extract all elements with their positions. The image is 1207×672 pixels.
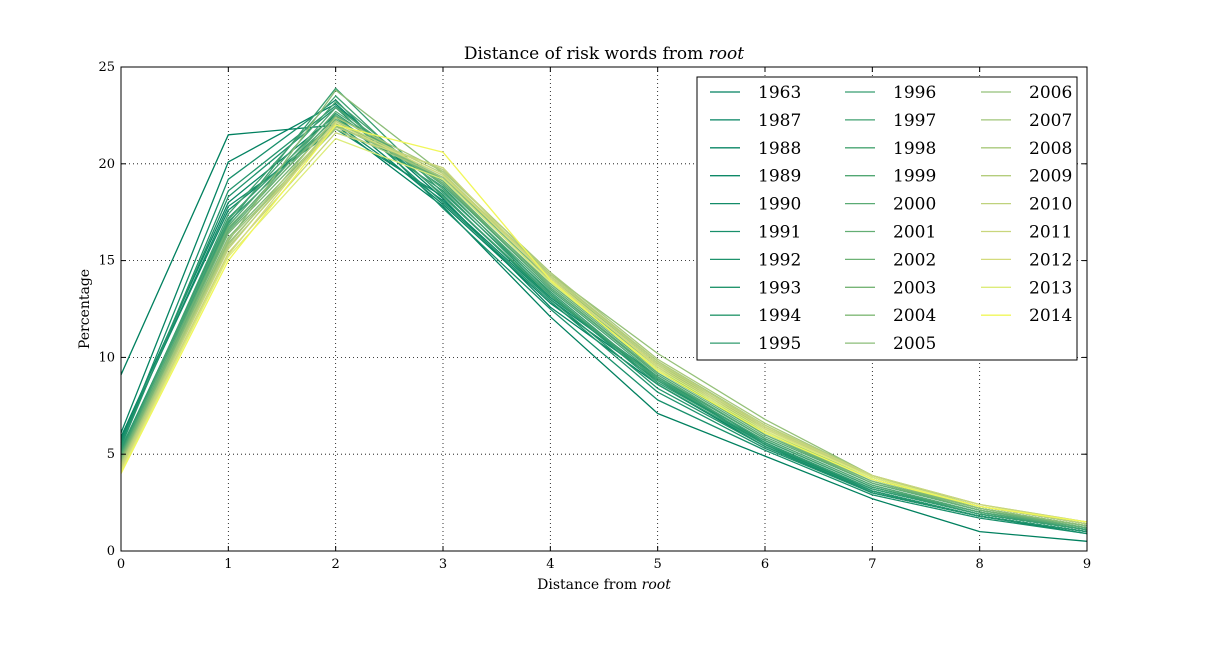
legend-label-1994: 1994 <box>758 306 801 326</box>
x-axis: 0 1 2 3 4 5 6 7 8 9 <box>117 67 1091 572</box>
y-tick-label: 10 <box>98 350 115 365</box>
legend-label-2007: 2007 <box>1029 111 1072 131</box>
x-tick-label: 4 <box>546 557 554 572</box>
x-tick-label: 3 <box>439 557 447 572</box>
y-tick-label: 25 <box>98 60 115 75</box>
legend-label-2013: 2013 <box>1029 278 1072 298</box>
legend: 1963 1987 1988 1989 1990 1991 1992 1993 1994 1995… <box>696 76 1078 361</box>
legend-label-1999: 1999 <box>893 167 936 187</box>
y-axis-label: Percentage <box>77 269 93 349</box>
x-axis-label: Distance from root <box>537 577 671 593</box>
legend-label-2010: 2010 <box>1029 195 1072 215</box>
legend-label-2011: 2011 <box>1029 223 1072 243</box>
legend-label-1993: 1993 <box>758 278 801 298</box>
legend-label-1988: 1988 <box>758 139 801 159</box>
legend-label-1989: 1989 <box>758 167 801 187</box>
legend-label-2012: 2012 <box>1029 250 1072 270</box>
x-tick-label: 9 <box>1083 557 1091 572</box>
y-tick-label: 0 <box>107 544 115 559</box>
legend-label-1987: 1987 <box>758 111 801 131</box>
legend-label-2002: 2002 <box>893 250 936 270</box>
legend-label-2006: 2006 <box>1029 83 1072 103</box>
series-line-1992 <box>120 107 1088 533</box>
legend-label-1991: 1991 <box>758 223 801 243</box>
series-layer <box>120 87 1088 542</box>
legend-label-2003: 2003 <box>893 278 936 298</box>
legend-label-2008: 2008 <box>1029 139 1072 159</box>
legend-label-1963: 1963 <box>758 83 801 103</box>
series-line-2003 <box>120 120 1088 527</box>
legend-label-2000: 2000 <box>893 195 936 215</box>
legend-label-2001: 2001 <box>893 223 936 243</box>
chart-title: Distance of risk words from root <box>464 44 744 64</box>
legend-frame <box>696 76 1078 361</box>
legend-label-2005: 2005 <box>893 334 936 354</box>
series-line-1993 <box>120 105 1088 533</box>
series-line-1997 <box>120 95 1088 531</box>
y-tick-label: 5 <box>107 447 115 462</box>
legend-label-2004: 2004 <box>893 306 936 326</box>
series-line-2014 <box>120 124 1088 523</box>
legend-label-1997: 1997 <box>893 111 936 131</box>
x-tick-label: 6 <box>761 557 769 572</box>
legend-label-1998: 1998 <box>893 139 936 159</box>
plot-frame <box>120 66 1088 552</box>
legend-label-1995: 1995 <box>758 334 801 354</box>
legend-label-1992: 1992 <box>758 250 801 270</box>
series-line-1963 <box>120 124 1088 542</box>
x-tick-label: 7 <box>868 557 876 572</box>
y-axis: 0 5 10 15 20 25 <box>98 60 1087 559</box>
y-tick-label: 20 <box>98 157 115 172</box>
legend-label-2014: 2014 <box>1029 306 1072 326</box>
y-tick-label: 15 <box>98 254 115 269</box>
x-tick-label: 1 <box>224 557 232 572</box>
x-tick-label: 2 <box>332 557 340 572</box>
legend-label-1990: 1990 <box>758 195 801 215</box>
series-line-2008 <box>120 116 1088 525</box>
x-tick-label: 0 <box>117 557 125 572</box>
legend-label-1996: 1996 <box>893 83 936 103</box>
series-line-1991 <box>120 99 1088 535</box>
x-tick-label: 8 <box>976 557 984 572</box>
series-line-1996 <box>120 87 1088 531</box>
series-line-2002 <box>120 118 1088 527</box>
legend-label-2009: 2009 <box>1029 167 1072 187</box>
x-tick-label: 5 <box>654 557 662 572</box>
